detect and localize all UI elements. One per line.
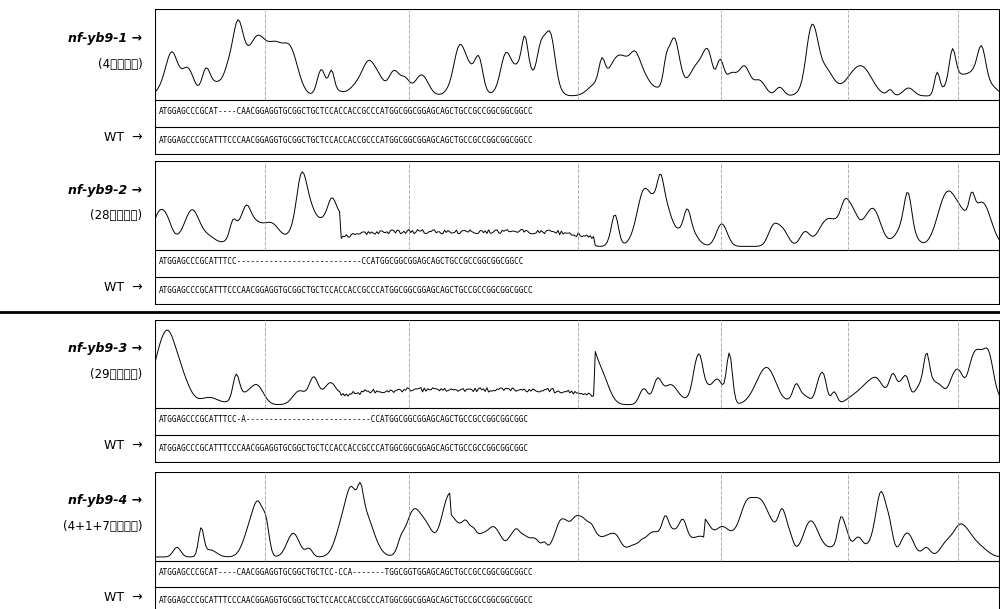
Text: nf-yb9-4 →: nf-yb9-4 → xyxy=(68,494,143,507)
Text: WT  →: WT → xyxy=(104,132,143,144)
Text: (28碱基缺失): (28碱基缺失) xyxy=(90,209,143,222)
Text: ATGGAGCCCGCATTTCCCAACGGAGGTGCGGCTGCTCCACCACCGCCCATGGCGGCGGAGCAGCTGCCGCCGGCGGCGGC: ATGGAGCCCGCATTTCCCAACGGAGGTGCGGCTGCTCCAC… xyxy=(159,444,529,453)
Text: (29碱基缺失): (29碱基缺失) xyxy=(90,368,143,381)
Text: nf-yb9-3 →: nf-yb9-3 → xyxy=(68,342,143,355)
Text: WT  →: WT → xyxy=(104,591,143,604)
Text: WT  →: WT → xyxy=(104,439,143,452)
FancyBboxPatch shape xyxy=(155,161,1000,304)
Text: (4碱基缺失): (4碱基缺失) xyxy=(98,58,143,71)
Text: ATGGAGCCCGCATTTCC---------------------------CCATGGCGGCGGAGCAGCTGCCGCCGGCGGCGGCC: ATGGAGCCCGCATTTCC-----------------------… xyxy=(159,257,525,266)
FancyBboxPatch shape xyxy=(155,472,1000,609)
Text: nf-yb9-2 →: nf-yb9-2 → xyxy=(68,183,143,197)
Text: ATGGAGCCCGCAT----CAACGGAGGTGCGGCTGCTCC-CCA-------TGGCGGTGGAGCAGCTGCCGCCGGCGGCGGC: ATGGAGCCCGCAT----CAACGGAGGTGCGGCTGCTCC-C… xyxy=(159,568,534,577)
Text: ATGGAGCCCGCATTTCCCAACGGAGGTGCGGCTGCTCCACCACCGCCCATGGCGGCGGAGCAGCTGCCGCCGGCGGCGGC: ATGGAGCCCGCATTTCCCAACGGAGGTGCGGCTGCTCCAC… xyxy=(159,136,534,145)
Text: WT  →: WT → xyxy=(104,281,143,294)
Text: ATGGAGCCCGCATTTCCCAACGGAGGTGCGGCTGCTCCACCACCGCCCATGGCGGCGGAGCAGCTGCCGCCGGCGGCGGC: ATGGAGCCCGCATTTCCCAACGGAGGTGCGGCTGCTCCAC… xyxy=(159,286,534,295)
Text: ATGGAGCCCGCATTTCC-A---------------------------CCATGGCGGCGGAGCAGCTGCCGCCGGCGGCGGC: ATGGAGCCCGCATTTCC-A---------------------… xyxy=(159,415,529,424)
FancyBboxPatch shape xyxy=(155,9,1000,155)
Text: nf-yb9-1 →: nf-yb9-1 → xyxy=(68,32,143,45)
FancyBboxPatch shape xyxy=(155,320,1000,463)
Text: ATGGAGCCCGCAT----CAACGGAGGTGCGGCTGCTCCACCACCGCCCATGGCGGCGGAGCAGCTGCCGCCGGCGGCGGC: ATGGAGCCCGCAT----CAACGGAGGTGCGGCTGCTCCAC… xyxy=(159,107,534,116)
Text: (4+1+7碱基缺失): (4+1+7碱基缺失) xyxy=(63,520,143,533)
Text: ATGGAGCCCGCATTTCCCAACGGAGGTGCGGCTGCTCCACCACCGCCCATGGCGGCGGAGCAGCTGCCGCCGGCGGCGGC: ATGGAGCCCGCATTTCCCAACGGAGGTGCGGCTGCTCCAC… xyxy=(159,596,534,605)
